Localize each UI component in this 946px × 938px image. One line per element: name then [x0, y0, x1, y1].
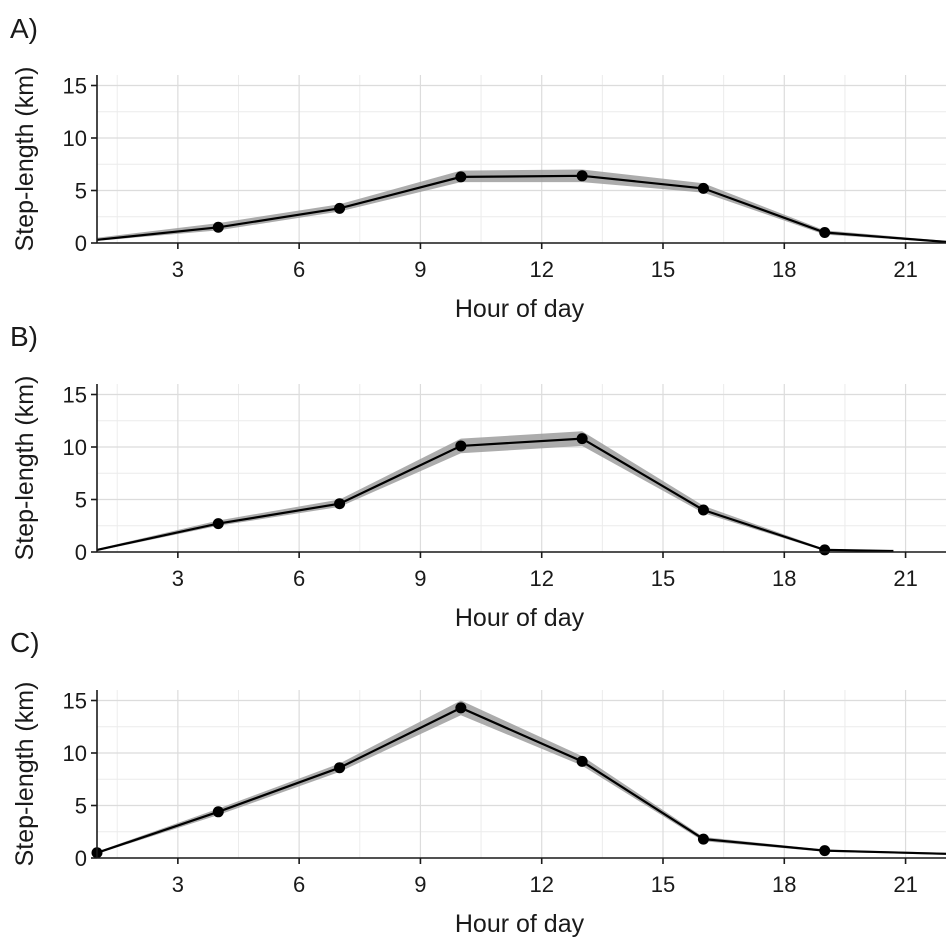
- x-tick-label: 9: [414, 566, 426, 591]
- series-line: [96, 706, 946, 855]
- panel-label: C): [10, 627, 40, 658]
- data-point: [212, 806, 224, 818]
- data-point: [697, 833, 709, 845]
- grid: [97, 690, 946, 859]
- data-point: [455, 171, 467, 183]
- y-tick-label: 5: [75, 488, 87, 513]
- x-axis-title: Hour of day: [455, 295, 585, 323]
- data-point: [212, 221, 224, 233]
- panel-c: C) 0 5 10 15 3 6 9 12 15 18 21 Hour of day Step-lengt…: [10, 627, 946, 938]
- data-point: [697, 182, 709, 194]
- x-tick-label: 18: [772, 872, 796, 897]
- x-tick-label: 18: [772, 257, 796, 282]
- grid: [97, 75, 946, 244]
- series-line: [96, 437, 894, 553]
- x-tick-label: 12: [529, 257, 553, 282]
- y-tick-label: 0: [75, 540, 87, 565]
- x-axis-title: Hour of day: [455, 910, 585, 938]
- data-point: [697, 504, 709, 516]
- x-tick-label: 6: [293, 872, 305, 897]
- y-tick-label: 10: [63, 435, 87, 460]
- y-tick-label: 5: [75, 179, 87, 204]
- y-tick-label: 15: [63, 383, 87, 408]
- data-point: [576, 433, 588, 445]
- confidence-ribbon: [97, 169, 946, 243]
- x-tick-label: 21: [893, 566, 917, 591]
- data-point: [576, 755, 588, 767]
- x-tick-label: 9: [414, 872, 426, 897]
- x-tick-label: 6: [293, 257, 305, 282]
- y-axis-title: Step-length (km): [11, 376, 39, 561]
- data-point: [455, 440, 467, 452]
- panel-label: A): [10, 13, 38, 44]
- x-tick-label: 3: [172, 257, 184, 282]
- data-point: [334, 202, 346, 214]
- x-tick-label: 3: [172, 872, 184, 897]
- x-tick-label: 15: [651, 872, 675, 897]
- y-axis-title: Step-length (km): [11, 682, 39, 867]
- panel-a: A) 0 5 10 15 3 6 9 12 15 18 21 Hour of day Step-lengt…: [10, 13, 946, 323]
- y-tick-label: 5: [75, 794, 87, 819]
- x-tick-label: 15: [651, 257, 675, 282]
- x-axis-title: Hour of day: [455, 604, 585, 632]
- data-point: [819, 227, 831, 238]
- grid: [97, 384, 946, 553]
- y-axis-title: Step-length (km): [11, 67, 39, 252]
- data-point: [455, 702, 467, 714]
- panel-label: B): [10, 321, 38, 352]
- data-point: [576, 170, 588, 182]
- data-point: [819, 544, 831, 556]
- data-point: [819, 845, 831, 857]
- series-line: [96, 174, 946, 243]
- y-tick-label: 0: [75, 846, 87, 871]
- x-tick-label: 21: [893, 872, 917, 897]
- panel-b: B) 0 5 10 15 3 6 9 12 15 18 21 Hour of day Step-lengt…: [10, 321, 946, 632]
- x-tick-label: 12: [529, 566, 553, 591]
- x-tick-label: 3: [172, 566, 184, 591]
- data-point: [212, 518, 224, 530]
- y-tick-label: 10: [63, 741, 87, 766]
- x-tick-label: 9: [414, 257, 426, 282]
- x-tick-label: 12: [529, 872, 553, 897]
- x-tick-label: 18: [772, 566, 796, 591]
- x-tick-label: 21: [893, 257, 917, 282]
- confidence-ribbon: [97, 700, 946, 855]
- data-point: [334, 498, 346, 510]
- data-point: [334, 762, 346, 774]
- x-tick-label: 6: [293, 566, 305, 591]
- y-tick-label: 0: [75, 231, 87, 256]
- y-tick-label: 15: [63, 689, 87, 714]
- y-tick-label: 15: [63, 74, 87, 99]
- y-tick-label: 10: [63, 126, 87, 151]
- x-tick-label: 15: [651, 566, 675, 591]
